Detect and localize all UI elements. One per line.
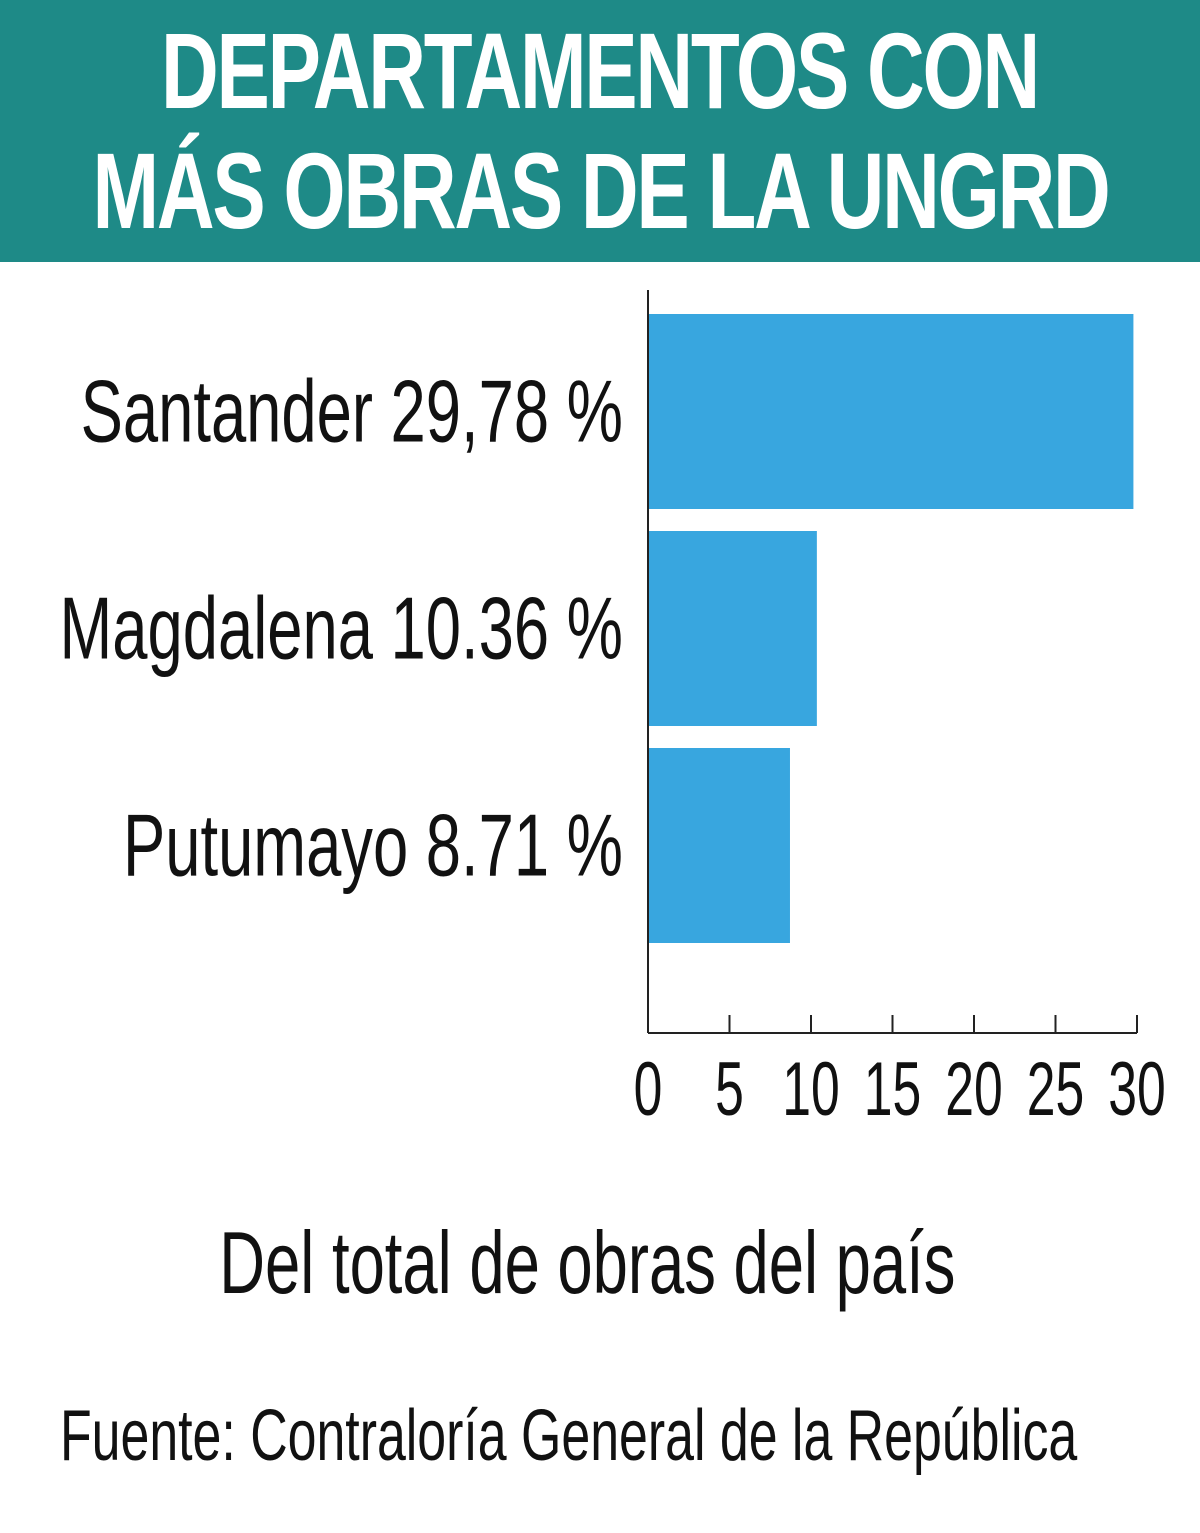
x-tick-label: 5 (715, 1046, 744, 1131)
category-label: Santander 29,78 % (81, 363, 623, 461)
x-tick-label: 20 (945, 1046, 1002, 1131)
x-tick-label: 30 (1108, 1046, 1165, 1131)
source-note: Fuente: Contraloría General de la Repúbl… (60, 1396, 1078, 1476)
bar (648, 314, 1134, 509)
title-banner: DEPARTAMENTOS CON MÁS OBRAS DE LA UNGRD (0, 0, 1200, 262)
x-axis-title: Del total de obras del país (219, 1213, 956, 1312)
chart-title-line-2: MÁS OBRAS DE LA UNGRD (91, 130, 1110, 251)
chart-title-line-1: DEPARTAMENTOS CON (161, 10, 1041, 131)
x-tick-label: 10 (782, 1046, 839, 1131)
x-tick-label: 15 (864, 1046, 921, 1131)
bar (648, 748, 790, 943)
x-tick-label: 0 (634, 1046, 663, 1131)
category-label: Magdalena 10.36 % (60, 580, 623, 678)
bar (648, 531, 817, 726)
category-label: Putumayo 8.71 % (123, 797, 623, 895)
x-tick-label: 25 (1027, 1046, 1084, 1131)
bar-chart: Santander 29,78 % Magdalena 10.36 % Putuma… (60, 290, 1166, 1131)
